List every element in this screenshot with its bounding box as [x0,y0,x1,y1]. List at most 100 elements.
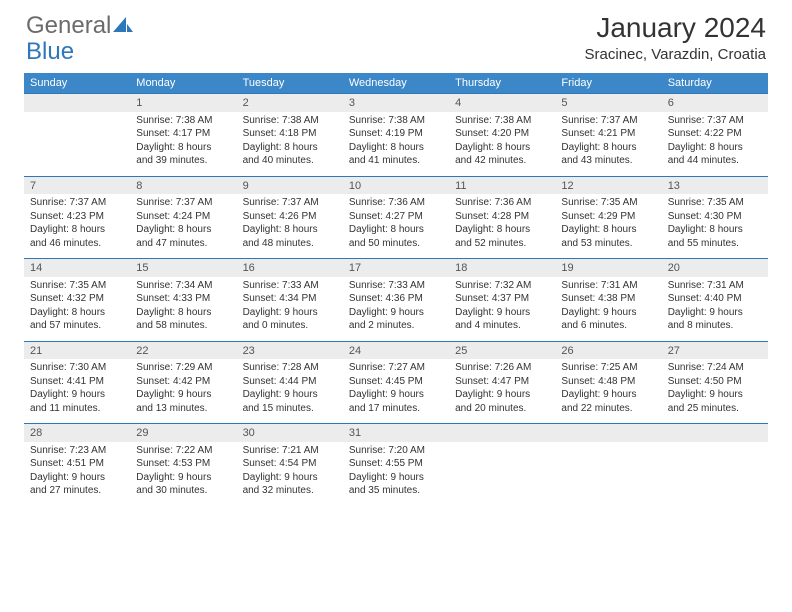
weekday-header: Saturday [662,73,768,94]
daylight-line-2: and 47 minutes. [136,237,230,251]
daylight-line-1: Daylight: 9 hours [30,471,124,485]
day-number: 31 [343,424,449,442]
sunrise-line: Sunrise: 7:37 AM [243,196,337,210]
sunrise-line: Sunrise: 7:35 AM [30,279,124,293]
sunset-line: Sunset: 4:26 PM [243,210,337,224]
daylight-line-1: Daylight: 9 hours [349,306,443,320]
sunset-line: Sunset: 4:22 PM [668,127,762,141]
daylight-line-2: and 2 minutes. [349,319,443,333]
sunset-line: Sunset: 4:40 PM [668,292,762,306]
day-number-row: 14151617181920 [24,259,768,277]
daylight-line-1: Daylight: 9 hours [136,388,230,402]
sunset-line: Sunset: 4:44 PM [243,375,337,389]
sunset-line: Sunset: 4:28 PM [455,210,549,224]
daylight-line-1: Daylight: 8 hours [136,306,230,320]
sunrise-line: Sunrise: 7:26 AM [455,361,549,375]
sunset-line: Sunset: 4:50 PM [668,375,762,389]
sunset-line: Sunset: 4:53 PM [136,457,230,471]
day-number: 4 [449,94,555,112]
day-number: 21 [24,341,130,359]
sunrise-line: Sunrise: 7:21 AM [243,444,337,458]
day-cell: Sunrise: 7:38 AMSunset: 4:18 PMDaylight:… [237,112,343,177]
sunrise-line: Sunrise: 7:37 AM [136,196,230,210]
sunrise-line: Sunrise: 7:31 AM [561,279,655,293]
daylight-line-1: Daylight: 9 hours [136,471,230,485]
day-number: 25 [449,341,555,359]
daylight-line-1: Daylight: 9 hours [455,388,549,402]
daylight-line-2: and 15 minutes. [243,402,337,416]
day-number: 16 [237,259,343,277]
sunrise-line: Sunrise: 7:38 AM [349,114,443,128]
sunrise-line: Sunrise: 7:38 AM [455,114,549,128]
sunset-line: Sunset: 4:47 PM [455,375,549,389]
daylight-line-1: Daylight: 8 hours [561,223,655,237]
day-cell: Sunrise: 7:37 AMSunset: 4:26 PMDaylight:… [237,194,343,259]
daylight-line-1: Daylight: 9 hours [668,388,762,402]
sunrise-line: Sunrise: 7:35 AM [561,196,655,210]
sunrise-line: Sunrise: 7:35 AM [668,196,762,210]
sunrise-line: Sunrise: 7:38 AM [136,114,230,128]
day-cell: Sunrise: 7:33 AMSunset: 4:34 PMDaylight:… [237,277,343,342]
daylight-line-2: and 44 minutes. [668,154,762,168]
daylight-line-1: Daylight: 8 hours [349,223,443,237]
day-number-row: 78910111213 [24,176,768,194]
day-number: 11 [449,176,555,194]
day-number: 3 [343,94,449,112]
day-cell: Sunrise: 7:38 AMSunset: 4:19 PMDaylight:… [343,112,449,177]
sunset-line: Sunset: 4:30 PM [668,210,762,224]
day-cell: Sunrise: 7:27 AMSunset: 4:45 PMDaylight:… [343,359,449,424]
day-number: 23 [237,341,343,359]
daylight-line-1: Daylight: 9 hours [30,388,124,402]
daylight-line-1: Daylight: 8 hours [30,223,124,237]
sunrise-line: Sunrise: 7:30 AM [30,361,124,375]
day-number [449,424,555,442]
sunrise-line: Sunrise: 7:32 AM [455,279,549,293]
sunset-line: Sunset: 4:24 PM [136,210,230,224]
daylight-line-2: and 42 minutes. [455,154,549,168]
day-cell: Sunrise: 7:22 AMSunset: 4:53 PMDaylight:… [130,442,236,506]
sunrise-line: Sunrise: 7:33 AM [349,279,443,293]
daylight-line-1: Daylight: 8 hours [561,141,655,155]
weekday-header: Thursday [449,73,555,94]
day-number: 30 [237,424,343,442]
daylight-line-2: and 32 minutes. [243,484,337,498]
daylight-line-1: Daylight: 8 hours [136,141,230,155]
sunrise-line: Sunrise: 7:34 AM [136,279,230,293]
daylight-line-2: and 20 minutes. [455,402,549,416]
daylight-line-2: and 53 minutes. [561,237,655,251]
day-number [555,424,661,442]
sunrise-line: Sunrise: 7:37 AM [668,114,762,128]
day-cell: Sunrise: 7:34 AMSunset: 4:33 PMDaylight:… [130,277,236,342]
sunrise-line: Sunrise: 7:29 AM [136,361,230,375]
daylight-line-1: Daylight: 8 hours [136,223,230,237]
day-cell: Sunrise: 7:35 AMSunset: 4:32 PMDaylight:… [24,277,130,342]
logo-text-1: General [26,12,111,40]
day-number: 22 [130,341,236,359]
daylight-line-2: and 46 minutes. [30,237,124,251]
daylight-line-2: and 6 minutes. [561,319,655,333]
day-number [662,424,768,442]
daylight-line-2: and 27 minutes. [30,484,124,498]
daylight-line-2: and 35 minutes. [349,484,443,498]
day-cell: Sunrise: 7:29 AMSunset: 4:42 PMDaylight:… [130,359,236,424]
daylight-line-1: Daylight: 8 hours [349,141,443,155]
day-number: 24 [343,341,449,359]
header: General January 2024 Sracinec, Varazdin,… [0,0,792,67]
daylight-line-1: Daylight: 9 hours [561,388,655,402]
daylight-line-1: Daylight: 8 hours [30,306,124,320]
daylight-line-1: Daylight: 8 hours [243,141,337,155]
daylight-line-1: Daylight: 9 hours [668,306,762,320]
daylight-line-1: Daylight: 9 hours [243,471,337,485]
day-number: 7 [24,176,130,194]
logo-text-2: Blue [26,38,74,66]
day-number: 6 [662,94,768,112]
day-number-row: 28293031 [24,424,768,442]
daylight-line-2: and 22 minutes. [561,402,655,416]
daylight-line-1: Daylight: 8 hours [243,223,337,237]
weekday-header: Monday [130,73,236,94]
weekday-header: Sunday [24,73,130,94]
day-cell: Sunrise: 7:37 AMSunset: 4:21 PMDaylight:… [555,112,661,177]
sunrise-line: Sunrise: 7:25 AM [561,361,655,375]
day-detail-row: Sunrise: 7:30 AMSunset: 4:41 PMDaylight:… [24,359,768,424]
day-number: 10 [343,176,449,194]
